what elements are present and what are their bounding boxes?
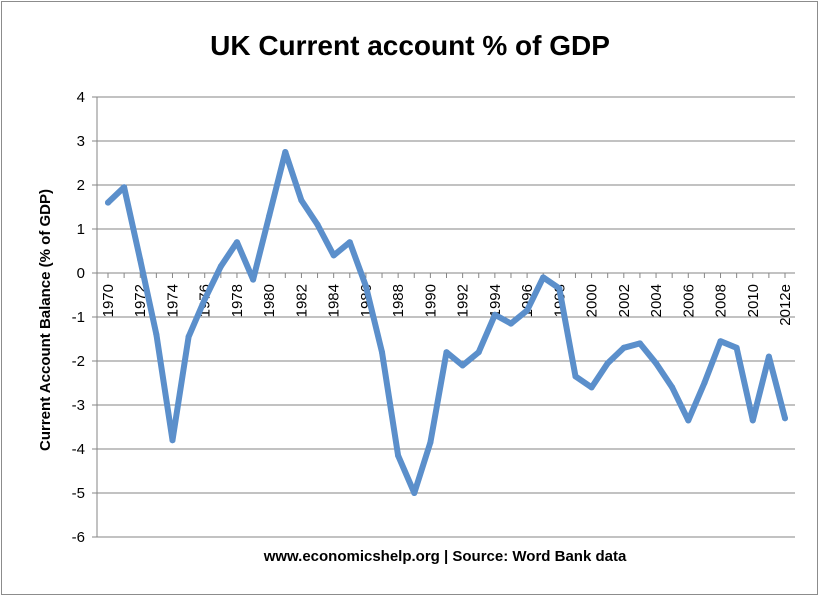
x-axis-ticks: 1970197219741976197819801982198419861988… [100, 273, 794, 326]
data-point [105, 199, 111, 206]
x-tick-label: 2004 [648, 284, 665, 317]
y-axis-ticks: 4 3 2 1 0 -1 -2 -3 -4 -5 -6 [72, 89, 85, 546]
x-tick-label: 1992 [455, 284, 472, 317]
data-point [427, 439, 434, 446]
x-tick-label: 1996 [519, 284, 536, 317]
data-point [314, 221, 321, 228]
data-point [765, 353, 772, 360]
x-tick-label: 1984 [326, 284, 343, 317]
data-point [395, 452, 402, 459]
data-point [169, 437, 176, 444]
data-point [604, 360, 611, 367]
data-point [185, 333, 192, 340]
x-tick-label: 1982 [293, 284, 310, 317]
data-point [717, 338, 724, 345]
y-tick-label: 1 [77, 221, 85, 238]
y-tick-label: 2 [77, 177, 85, 194]
data-point [524, 307, 531, 314]
data-point [507, 320, 514, 327]
series-group [105, 149, 788, 496]
data-point [137, 256, 144, 263]
y-tick-label: -3 [72, 397, 85, 414]
chart-title: UK Current account % of GDP [210, 30, 610, 61]
data-point [701, 380, 708, 386]
data-point [346, 239, 353, 246]
data-point [379, 349, 386, 356]
x-tick-label: 1980 [261, 284, 278, 317]
data-point [733, 344, 740, 351]
y-tick-label: -1 [72, 309, 85, 326]
x-axis-label: www.economicshelp.org | Source: Word Ban… [263, 548, 627, 565]
y-tick-label: 0 [77, 265, 85, 282]
x-tick-label: 1978 [229, 284, 246, 317]
x-tick-label: 2002 [616, 284, 633, 317]
y-tick-label: -2 [72, 353, 85, 370]
data-point [782, 415, 788, 422]
data-point [121, 184, 128, 191]
data-point [636, 340, 643, 347]
data-point [411, 490, 418, 496]
data-point [250, 276, 257, 283]
data-point [282, 149, 289, 155]
x-tick-label: 2000 [584, 284, 601, 317]
data-point [233, 239, 240, 246]
data-point [685, 417, 692, 424]
y-tick-label: -6 [72, 529, 85, 546]
x-tick-label: 2006 [680, 284, 697, 317]
data-point [217, 263, 224, 270]
data-point [491, 311, 498, 318]
series-line [105, 149, 788, 496]
data-point [459, 362, 466, 369]
x-tick-label: 2008 [713, 284, 730, 317]
x-tick-label: 1974 [164, 284, 181, 317]
y-axis-label: Current Account Balance (% of GDP) [37, 189, 54, 451]
x-tick-label: 2010 [745, 284, 762, 317]
data-point [153, 331, 160, 338]
x-tick-label: 1994 [487, 284, 504, 317]
data-point [653, 360, 660, 367]
data-point [572, 373, 579, 380]
data-point [475, 349, 482, 356]
x-tick-label: 1988 [390, 284, 407, 317]
x-tick-label: 1970 [100, 284, 117, 317]
data-point [556, 285, 563, 292]
y-tick-label: 3 [77, 133, 85, 150]
data-point [588, 384, 595, 391]
data-point [443, 349, 450, 356]
data-point [330, 252, 337, 259]
data-point [540, 274, 547, 281]
x-tick-label: 2012e [777, 284, 794, 326]
y-tick-label: -5 [72, 485, 85, 502]
data-point [266, 212, 273, 219]
data-point [201, 296, 208, 303]
data-point [298, 197, 305, 204]
data-point [749, 417, 756, 424]
data-point [620, 344, 627, 351]
data-point [669, 384, 676, 391]
y-tick-label: -4 [72, 441, 85, 458]
x-tick-label: 1990 [422, 284, 439, 317]
y-tick-label: 4 [77, 89, 85, 106]
data-point [362, 283, 369, 290]
